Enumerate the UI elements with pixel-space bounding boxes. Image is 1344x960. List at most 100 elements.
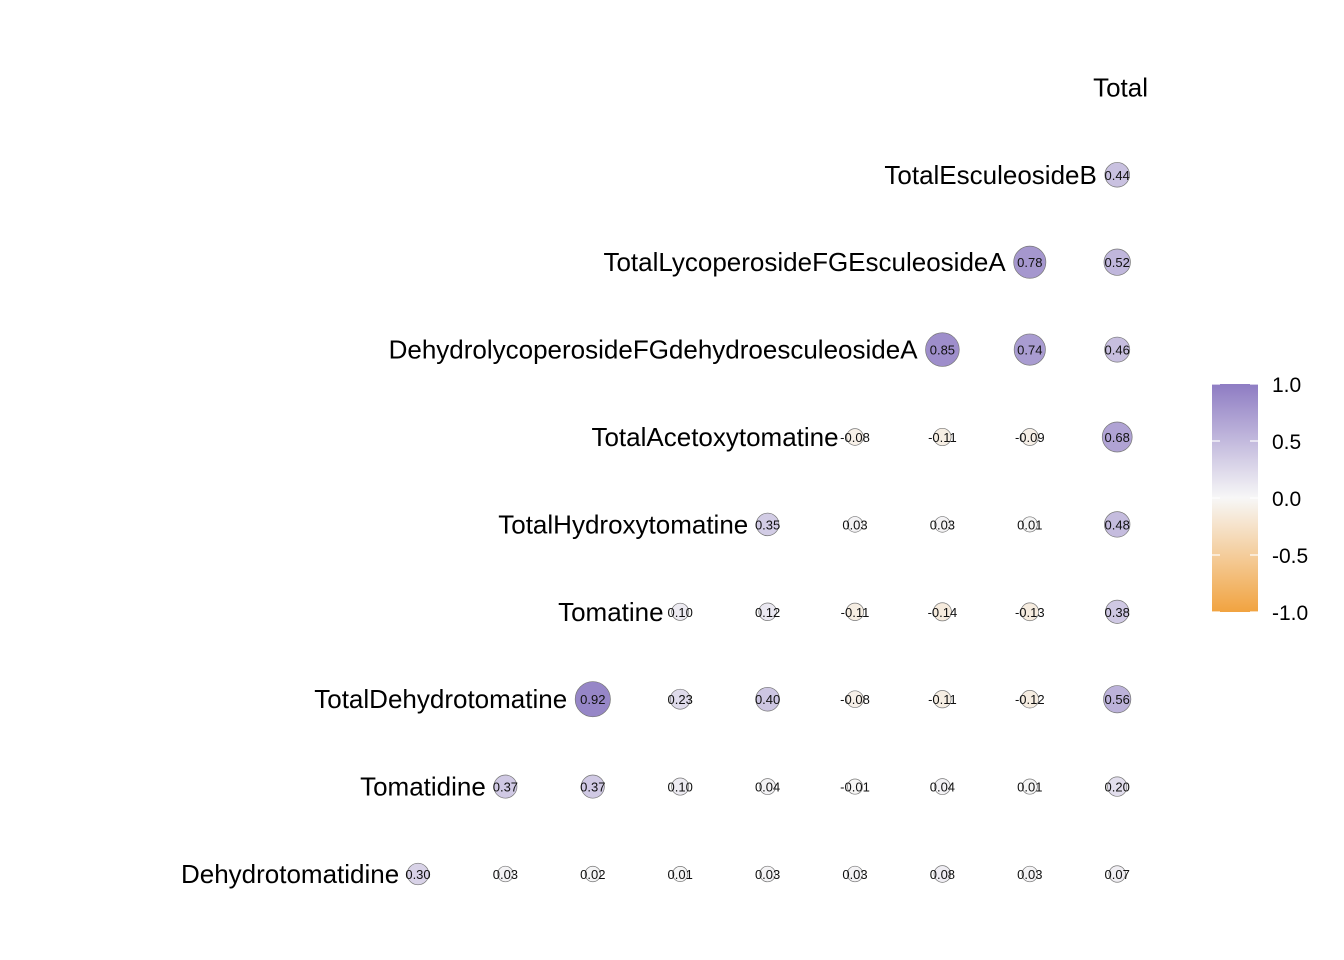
correlation-value: -0.11 xyxy=(928,430,957,445)
correlation-circle xyxy=(933,690,952,709)
correlation-circle xyxy=(1101,421,1133,453)
correlation-circle xyxy=(1108,865,1126,883)
correlation-value: 0.02 xyxy=(580,867,605,882)
correlation-value: 0.12 xyxy=(755,605,780,620)
color-legend: 1.0 0.5 0.0 -0.5 -1.0 xyxy=(1212,374,1308,625)
legend-tick-label: 1.0 xyxy=(1272,374,1301,397)
variable-label: TotalEsculeosideB xyxy=(884,160,1096,190)
correlation-circle xyxy=(759,865,776,883)
correlation-value: 0.52 xyxy=(1105,255,1130,270)
correlation-circle xyxy=(1103,685,1132,714)
correlation-value: 0.74 xyxy=(1017,343,1042,358)
correlation-value: 0.01 xyxy=(1017,517,1042,532)
correlation-circle xyxy=(1020,428,1039,446)
correlation-circle xyxy=(672,866,689,882)
correlation-value: 0.78 xyxy=(1017,255,1042,270)
legend-tick-label: 0.5 xyxy=(1272,431,1301,454)
correlation-value: -0.09 xyxy=(1015,430,1045,445)
variable-label: Tomatine xyxy=(558,597,664,627)
legend-tick-label: 0.0 xyxy=(1272,488,1301,511)
correlation-circle xyxy=(758,602,777,621)
variable-labels: Dehydrotomatidine Tomatidine TotalDehydrot… xyxy=(181,72,1148,889)
correlation-value: 0.03 xyxy=(842,867,867,882)
correlation-value: 0.03 xyxy=(1017,867,1042,882)
correlation-circle xyxy=(1107,776,1128,797)
variable-label: TotalLycoperosideFGEsculeosideA xyxy=(603,247,1006,277)
correlation-circle xyxy=(933,865,952,883)
variable-label: TotalHydroxytomatine xyxy=(498,509,748,539)
correlation-value: 0.37 xyxy=(580,780,605,795)
variable-label: TotalAcetoxytomatine xyxy=(591,422,838,452)
correlation-circle xyxy=(755,512,780,537)
correlation-value: 0.68 xyxy=(1105,430,1130,445)
correlation-value: -0.08 xyxy=(840,692,870,707)
correlation-circle xyxy=(1021,778,1038,795)
variable-label: TotalDehydrotomatine xyxy=(314,684,567,714)
correlation-value: -0.01 xyxy=(840,780,870,795)
correlation-circle xyxy=(933,602,952,622)
correlation-value: 0.03 xyxy=(842,517,867,532)
correlation-circle xyxy=(846,428,864,446)
correlation-value: -0.13 xyxy=(1015,605,1045,620)
correlation-circle xyxy=(845,602,865,621)
correlation-circle xyxy=(847,778,863,795)
correlation-value: 0.01 xyxy=(1017,780,1042,795)
correlation-value: 0.38 xyxy=(1105,605,1130,620)
correlation-circle xyxy=(493,774,518,799)
correlation-value: 0.20 xyxy=(1105,780,1130,795)
correlation-value: 0.03 xyxy=(755,867,780,882)
correlation-value: 0.40 xyxy=(755,692,780,707)
correlation-circle xyxy=(755,686,780,712)
correlation-value: 0.08 xyxy=(930,867,955,882)
correlation-circle xyxy=(925,332,960,367)
correlation-circle xyxy=(1013,333,1046,366)
legend-tick-label: -0.5 xyxy=(1272,545,1308,568)
correlation-circle xyxy=(1021,516,1038,533)
variable-label: Dehydrotomatidine xyxy=(181,859,399,889)
correlation-value: 0.04 xyxy=(755,780,780,795)
correlation-circle xyxy=(846,865,864,883)
correlation-circle xyxy=(406,862,430,886)
correlation-circle xyxy=(671,777,690,796)
correlation-value: 0.03 xyxy=(493,867,518,882)
correlation-value: 0.10 xyxy=(668,605,693,620)
correlation-value: 0.10 xyxy=(668,780,693,795)
variable-label: Tomatidine xyxy=(360,772,486,802)
correlation-value: 0.35 xyxy=(755,517,780,532)
correlation-circle xyxy=(846,690,864,708)
correlation-value: -0.12 xyxy=(1015,692,1045,707)
correlation-value: 0.56 xyxy=(1105,692,1130,707)
correlation-value: 0.92 xyxy=(580,692,605,707)
correlation-value: -0.08 xyxy=(840,430,870,445)
correlation-value: 0.03 xyxy=(930,517,955,532)
correlation-value: 0.37 xyxy=(493,780,518,795)
correlation-value: 0.44 xyxy=(1105,168,1130,183)
correlation-value: -0.11 xyxy=(841,605,870,620)
correlation-circle xyxy=(580,774,605,799)
correlation-circles: 0.30 0.03 0.02 0.01 0.03 0.03 0.08 0.03 0.07 0.37… xyxy=(405,162,1133,886)
variable-label: Total xyxy=(1093,72,1148,102)
correlation-value: 0.04 xyxy=(930,780,955,795)
correlation-circle xyxy=(933,427,952,447)
correlation-value: 0.85 xyxy=(930,343,955,358)
correlation-circle xyxy=(1104,336,1131,363)
correlation-circle xyxy=(1020,602,1040,622)
correlation-value: 0.01 xyxy=(668,867,693,882)
correlation-circle xyxy=(1013,245,1047,279)
correlation-value: 0.48 xyxy=(1105,517,1130,532)
correlation-circle xyxy=(1020,690,1039,709)
correlation-circle xyxy=(759,778,776,795)
correlation-value: 0.23 xyxy=(668,692,693,707)
correlation-circle xyxy=(584,865,601,883)
legend-tick-label: -1.0 xyxy=(1272,602,1308,625)
correlation-circle xyxy=(934,778,951,795)
correlation-circle xyxy=(669,688,691,710)
correlation-circle xyxy=(1105,599,1130,624)
correlation-circle xyxy=(1103,248,1131,276)
correlation-circle xyxy=(574,681,611,718)
correlation-circle xyxy=(1021,865,1038,883)
correlation-value: 0.46 xyxy=(1105,343,1130,358)
correlation-value: 0.30 xyxy=(405,867,430,882)
variable-label: DehydrolycoperosideFGdehydroesculeosideA xyxy=(389,335,919,365)
